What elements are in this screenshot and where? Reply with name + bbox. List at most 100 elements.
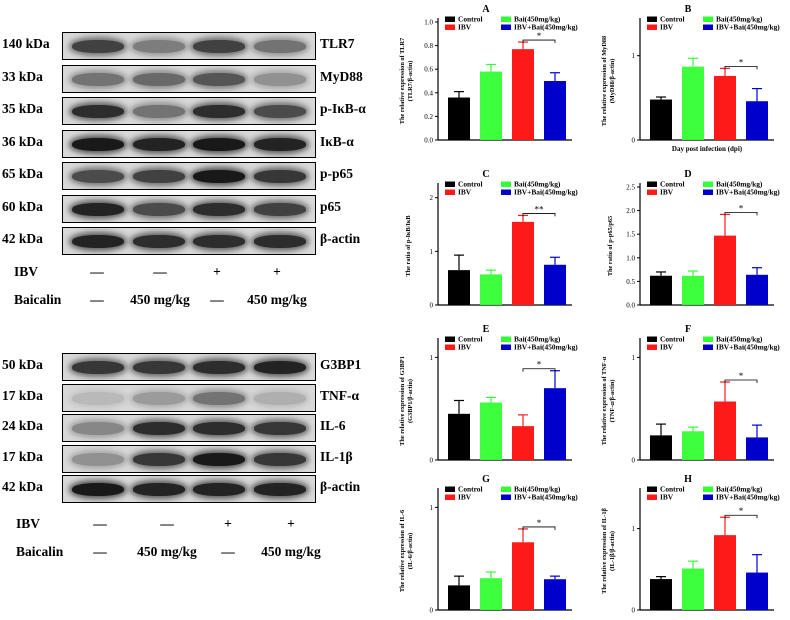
legend-label: Control [458,485,483,494]
protein-band [253,235,306,248]
legend-swatch [445,16,455,22]
bar-bai-450mg-kg- [480,274,502,305]
protein-band [253,391,306,405]
ibv-row-label: IBV [16,516,41,531]
protein-name-label: TLR7 [320,36,355,51]
legend-swatch [647,24,657,30]
y-tick-label: 2.5 [626,184,635,192]
protein-band [193,422,246,435]
protein-name-label: TNF-α [320,387,360,403]
y-tick-label: 1 [632,52,636,60]
baicalin-treatment-value: 450 mg/kg [247,292,307,307]
protein-band [132,202,185,216]
significance-bracket [724,514,758,519]
y-tick-label: 0 [632,137,636,145]
bar-ibv [714,535,736,610]
baicalin-treatment-value: — [210,292,224,307]
legend-swatch [703,494,713,500]
protein-band [132,483,185,496]
panel-letter: A [482,4,490,15]
bar-ibv [714,401,736,460]
y-tick-label: 1 [430,248,434,256]
legend-label: IBV+Bai(450mg/kg) [716,343,780,352]
protein-band [253,422,306,435]
panel-letter: G [482,474,490,485]
y-tick-label: 0.0 [424,137,433,145]
protein-band [132,361,185,374]
protein-name-label: p-p65 [320,166,354,181]
legend-label: IBV [660,343,674,352]
legend-swatch [501,336,511,342]
y-tick-label: 0 [632,457,636,465]
y-tick-label: 0 [430,457,434,465]
protein-band [193,391,246,405]
legend-swatch [501,189,511,195]
legend-label: IBV+Bai(450mg/kg) [514,188,578,197]
y-tick-label: 1 [632,354,636,362]
protein-name-label: IκB-α [320,133,354,149]
y-tick-label: 0 [430,302,434,310]
bar-ibv-bai-450mg-kg- [544,81,566,140]
legend-swatch [647,486,657,492]
protein-name-label: p65 [320,198,342,214]
protein-band [193,361,246,374]
legend-label: Bai(450mg/kg) [514,15,561,24]
legend-swatch [445,189,455,195]
bar-ibv [714,235,736,305]
bar-control [650,99,672,140]
protein-band [72,72,125,86]
blot-strip [62,194,316,223]
protein-band [132,105,185,118]
y-tick-label: 1 [430,354,434,362]
significance-marker: ** [535,204,545,214]
protein-band [72,235,125,248]
legend-label: IBV [458,23,472,32]
legend-label: IBV [660,23,674,32]
y-tick-label: 0 [632,607,636,615]
legend-swatch [703,16,713,22]
ibv-treatment-value: + [287,516,295,531]
protein-band [253,170,306,183]
legend-label: Bai(450mg/kg) [716,15,763,24]
protein-name-label: β-actin [320,231,361,246]
blot-strip [62,162,316,190]
baicalin-treatment-value: 450 mg/kg [137,544,197,559]
y-axis-label: The relative expression of TNF-α [601,356,608,445]
legend-label: Bai(450mg/kg) [716,335,763,344]
legend-swatch [445,494,455,500]
bar-bai-450mg-kg- [480,71,502,140]
legend-label: IBV+Bai(450mg/kg) [716,493,780,502]
bar-bai-450mg-kg- [682,275,704,305]
legend-label: IBV+Bai(450mg/kg) [716,188,780,197]
legend-swatch [703,181,713,187]
significance-bracket [724,211,758,216]
protein-band [193,72,246,86]
significance-bracket [724,65,758,70]
y-axis-label: The relative expression of MyD88 [601,36,608,126]
protein-band [132,452,185,466]
panel-letter: F [685,324,691,335]
legend-label: IBV+Bai(450mg/kg) [514,493,578,502]
legend-label: Control [660,15,685,24]
bar-ibv-bai-450mg-kg- [544,264,566,305]
legend-label: Bai(450mg/kg) [514,485,561,494]
y-tick-label: 1.0 [626,254,635,262]
protein-band [253,40,306,53]
bar-ibv [512,426,534,460]
protein-band [253,72,306,86]
legend-swatch [501,24,511,30]
y-tick-label: 1 [632,525,636,533]
bar-control [448,585,470,610]
protein-band [72,452,125,466]
legend-swatch [647,181,657,187]
bar-control [448,270,470,305]
legend-swatch [703,189,713,195]
protein-band [72,105,125,118]
legend-swatch [445,336,455,342]
legend-label: Bai(450mg/kg) [514,180,561,189]
